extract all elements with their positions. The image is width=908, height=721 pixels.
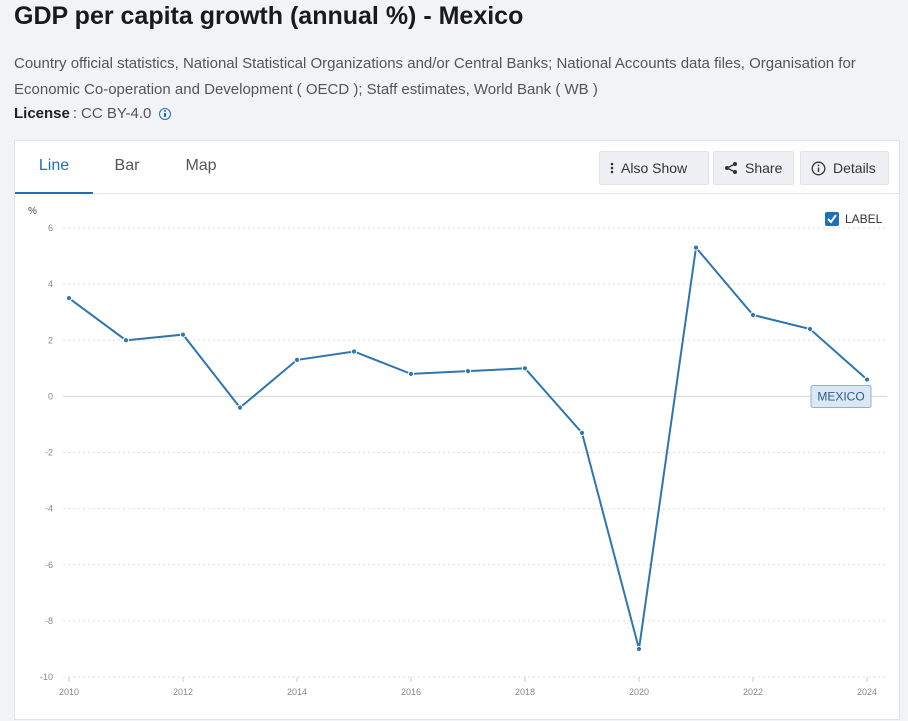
data-point[interactable] <box>236 404 244 411</box>
also-show-button[interactable]: Also Show <box>599 151 709 185</box>
share-button[interactable]: Share <box>713 151 794 185</box>
data-points <box>65 244 871 653</box>
share-icon <box>725 162 737 174</box>
y-tick-label: -4 <box>45 504 53 514</box>
x-tick-label: 2018 <box>515 687 535 697</box>
data-point[interactable] <box>806 325 814 333</box>
license-line: License : CC BY-4.0 <box>14 105 172 122</box>
license-label: License <box>14 105 70 122</box>
line-chart: 6 4 2 0 -2 -4 -6 -8 -10 2010 2012 2014 2016 2018 2020 2… <box>28 206 887 697</box>
data-point[interactable] <box>635 645 643 653</box>
data-point[interactable] <box>692 244 700 251</box>
license-value: CC BY-4.0 <box>81 105 152 122</box>
details-label: Details <box>833 160 876 176</box>
data-point[interactable] <box>521 365 529 372</box>
source-description: Country official statistics, National St… <box>14 55 856 98</box>
data-point[interactable] <box>65 295 73 302</box>
axis-labels: 6 4 2 0 -2 -4 -6 -8 -10 2010 2012 2014 2016 2018 2020 2… <box>40 223 877 697</box>
more-vertical-icon <box>610 162 614 174</box>
page-title: GDP per capita growth (annual %) - Mexic… <box>14 2 524 30</box>
y-tick-label: 6 <box>48 223 53 233</box>
x-tick-label: 2022 <box>743 687 763 697</box>
y-tick-label: -8 <box>45 616 53 626</box>
y-tick-label: -6 <box>45 560 53 570</box>
data-point[interactable] <box>122 337 130 344</box>
checkmark-icon <box>827 214 837 224</box>
x-tick-label: 2014 <box>287 687 307 697</box>
y-tick-label: 0 <box>48 391 53 401</box>
x-tick-label: 2012 <box>173 687 193 697</box>
series-line-mexico <box>68 245 868 650</box>
series-tag-box <box>810 385 872 409</box>
data-point[interactable] <box>578 429 586 436</box>
data-point[interactable] <box>293 356 301 363</box>
y-unit-label: % <box>28 206 37 217</box>
tab-line[interactable]: Line <box>15 141 93 194</box>
y-tick-label: 4 <box>48 279 53 289</box>
share-label: Share <box>745 160 783 176</box>
tab-bar[interactable]: Bar <box>114 157 140 174</box>
license-separator: : <box>72 105 78 122</box>
data-point[interactable] <box>407 370 415 378</box>
data-point[interactable] <box>749 311 757 319</box>
x-tick-label: 2024 <box>857 687 877 697</box>
legend-label: LABEL <box>845 212 883 226</box>
data-point[interactable] <box>863 376 871 383</box>
series-tag-label: MEXICO <box>817 390 864 404</box>
y-tick-label: 2 <box>48 335 53 345</box>
chart-card: Line Bar Map Also Show Share <box>14 140 900 720</box>
details-button[interactable]: Details <box>800 151 889 185</box>
series-tag: MEXICO <box>810 385 872 409</box>
also-show-label: Also Show <box>621 160 688 176</box>
data-point[interactable] <box>179 331 187 338</box>
chart-tabs: Line Bar Map Also Show Share <box>15 141 899 194</box>
data-point[interactable] <box>350 348 358 355</box>
grid <box>63 227 887 678</box>
tab-map[interactable]: Map <box>185 157 217 174</box>
x-tick-label: 2020 <box>629 687 649 697</box>
info-circle-icon <box>811 161 826 175</box>
x-tick-label: 2010 <box>59 687 79 697</box>
y-tick-label: -2 <box>45 448 53 458</box>
info-icon[interactable] <box>159 107 172 120</box>
y-tick-label: -10 <box>40 672 53 682</box>
data-point[interactable] <box>464 368 472 375</box>
x-tick-label: 2016 <box>401 687 421 697</box>
label-toggle[interactable]: LABEL <box>825 212 883 226</box>
